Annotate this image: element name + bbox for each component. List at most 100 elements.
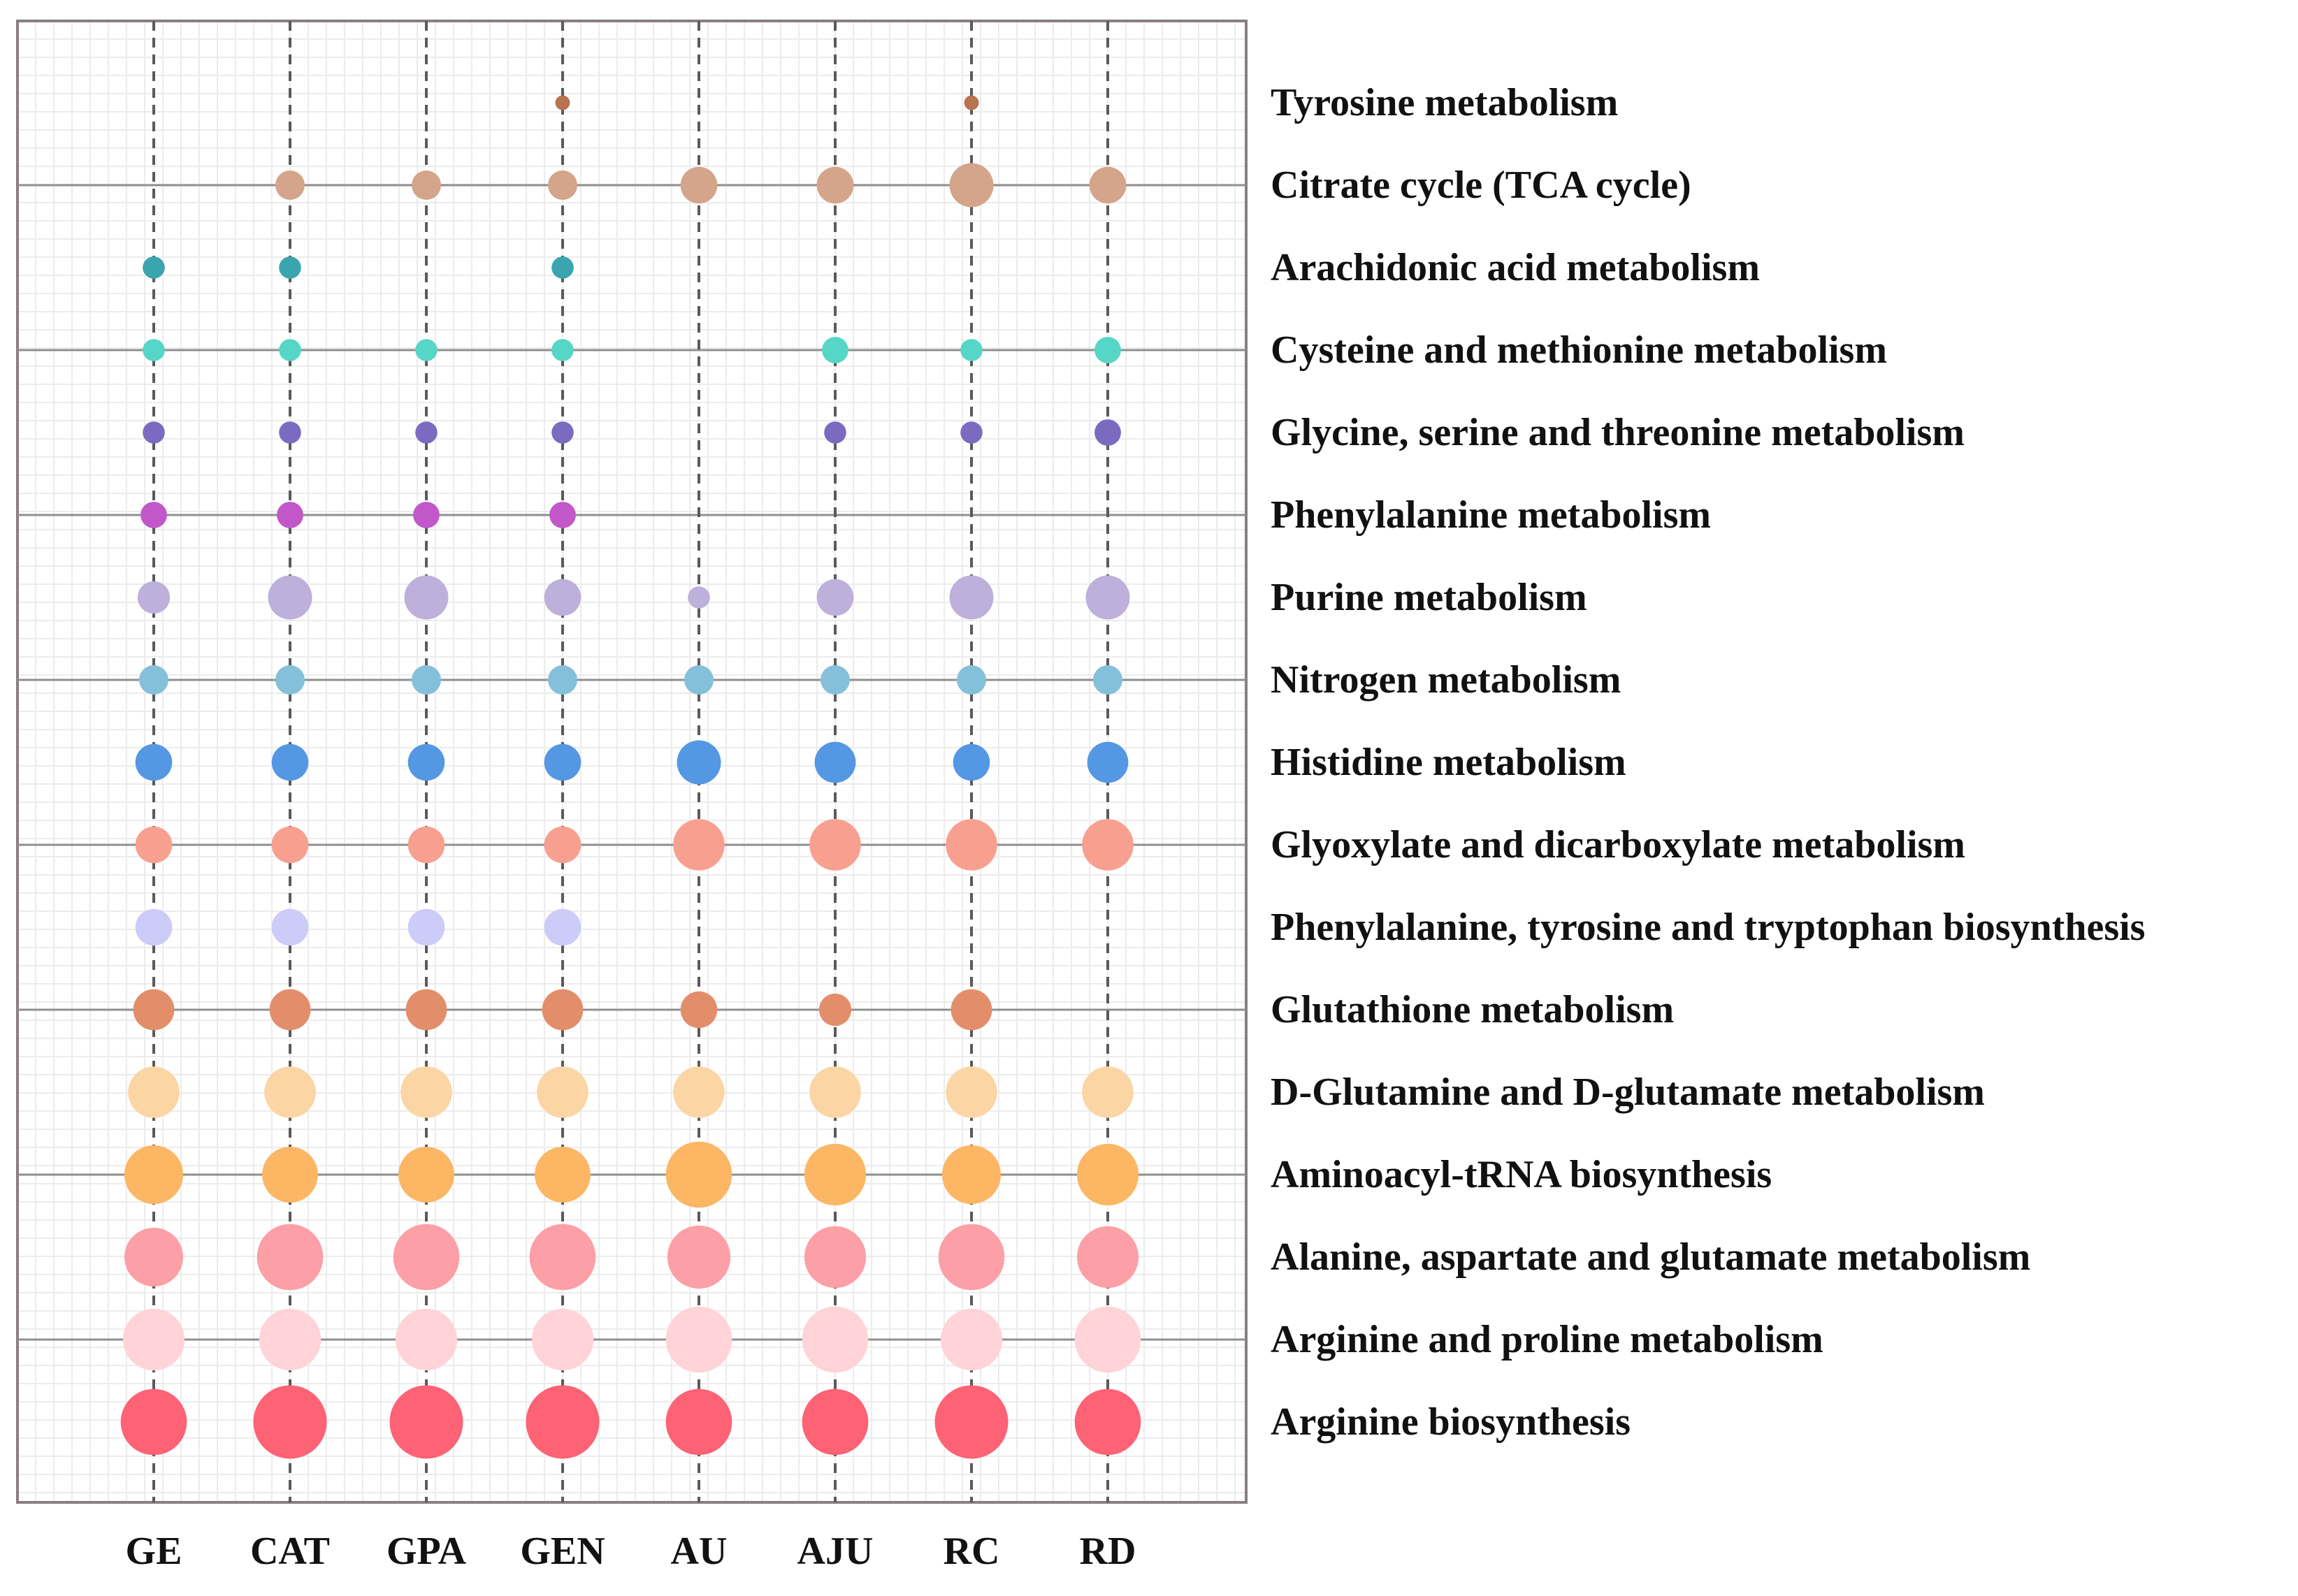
bubble — [1087, 741, 1129, 783]
bubble — [1093, 665, 1122, 695]
bubble — [407, 743, 445, 781]
pathway-label: Glutathione metabolism — [1271, 988, 1674, 1031]
bubble — [1074, 1388, 1141, 1456]
bubble — [135, 743, 173, 781]
bubble — [264, 1066, 316, 1118]
bubble — [544, 826, 581, 864]
bubble — [804, 1143, 867, 1206]
sample-label: GPA — [386, 1530, 467, 1573]
bubble — [1082, 819, 1134, 871]
bubble — [1076, 1143, 1139, 1206]
bubble — [128, 1066, 180, 1118]
pathway-label: Nitrogen metabolism — [1271, 658, 1621, 702]
pathway-label: Arginine biosynthesis — [1271, 1400, 1631, 1444]
bubble — [415, 421, 438, 444]
bubble — [124, 1145, 183, 1204]
bubble — [407, 826, 445, 864]
sample-label: RC — [944, 1530, 1000, 1573]
bubble — [271, 908, 309, 946]
bubble — [816, 579, 854, 616]
pathway-label: Alanine, aspartate and glutamate metabol… — [1271, 1235, 2030, 1279]
bubble — [940, 1308, 1003, 1371]
pathway-labels: Tyrosine metabolism Citrate cycle (TCA cy… — [1271, 81, 2145, 1444]
bubble — [279, 339, 301, 361]
pathway-label: Arachidonic acid metabolism — [1271, 246, 1760, 289]
bubble — [1085, 575, 1130, 620]
bubble — [535, 1147, 591, 1203]
bubble — [277, 502, 303, 528]
bubble — [804, 1226, 867, 1289]
bubble — [951, 989, 992, 1031]
bubble — [526, 1385, 600, 1459]
plot-frame — [16, 20, 1248, 1504]
pathway-label: Tyrosine metabolism — [1271, 81, 1618, 124]
bubble — [1076, 1226, 1139, 1289]
bubble — [949, 163, 994, 208]
bubble — [544, 743, 581, 781]
fine-grid — [17, 21, 1246, 1502]
bubble — [551, 256, 574, 279]
bubble — [415, 339, 438, 361]
bubble — [143, 421, 165, 444]
pathway-label: Phenylalanine metabolism — [1271, 493, 1711, 537]
bubble — [405, 989, 447, 1031]
bubble — [822, 337, 848, 363]
bubble — [949, 575, 994, 620]
bubble — [953, 743, 990, 781]
bubble — [1074, 1306, 1141, 1373]
bubble — [548, 171, 577, 200]
bubble — [400, 1066, 452, 1118]
bubble — [389, 1385, 463, 1459]
bubble — [395, 1308, 458, 1371]
pathway-label: Cysteine and methionine metabolism — [1271, 328, 1887, 372]
bubble — [688, 586, 710, 609]
bubble — [544, 908, 581, 946]
bubble — [809, 1066, 861, 1118]
sample-label: AU — [671, 1530, 728, 1573]
bubble — [665, 1141, 732, 1208]
bubble — [279, 421, 301, 444]
bubble — [412, 665, 441, 695]
bubble — [680, 991, 718, 1029]
bubble — [531, 1308, 594, 1371]
bubble — [551, 421, 574, 444]
bubble — [271, 826, 309, 864]
pathway-label: Histidine metabolism — [1271, 741, 1626, 784]
bubble — [259, 1308, 321, 1371]
bubble — [135, 908, 173, 946]
bubble — [814, 741, 856, 783]
bubble — [960, 421, 983, 444]
bubble — [404, 575, 449, 620]
bubble — [667, 1225, 731, 1289]
bubble — [677, 740, 721, 785]
bubble — [1082, 1066, 1134, 1118]
bubble — [821, 665, 850, 695]
sample-label: CAT — [250, 1530, 330, 1573]
bubble — [960, 339, 983, 361]
bubble — [551, 339, 574, 361]
bubble — [555, 95, 570, 110]
bubble — [412, 171, 441, 200]
bubble — [120, 1388, 187, 1456]
bubble — [548, 665, 577, 695]
bubble — [809, 819, 861, 871]
bubble — [684, 665, 714, 695]
sample-labels: GE CAT GPA GEN AU AJU RC RD — [126, 1530, 1136, 1573]
pathway-label: Citrate cycle (TCA cycle) — [1271, 164, 1691, 207]
pathway-label: Purine metabolism — [1271, 576, 1587, 619]
bubble — [824, 421, 846, 444]
bubble — [139, 665, 168, 695]
bubble — [269, 989, 311, 1031]
sample-label: GE — [126, 1530, 182, 1573]
bubble — [665, 1388, 732, 1456]
bubble — [393, 1224, 460, 1291]
bubble — [818, 993, 852, 1026]
bubble — [946, 819, 997, 871]
bubble — [143, 339, 165, 361]
bubble — [135, 826, 173, 864]
bubble — [1094, 419, 1121, 446]
bubble — [407, 908, 445, 946]
bubble — [680, 166, 718, 204]
bubble — [673, 819, 725, 871]
bubble — [802, 1388, 869, 1456]
